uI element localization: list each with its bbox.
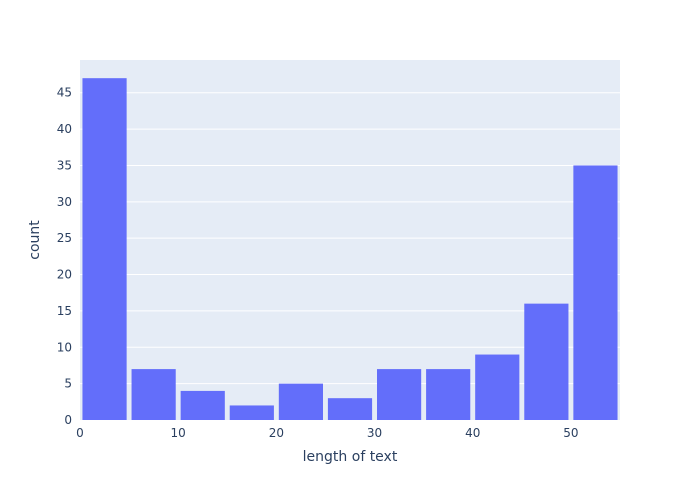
histogram-bar	[131, 369, 176, 420]
histogram-bar	[82, 78, 127, 420]
x-tick-label: 50	[563, 426, 578, 440]
x-axis-title: length of text	[303, 449, 398, 465]
y-tick-label: 40	[57, 122, 72, 136]
x-tick-label: 30	[367, 426, 382, 440]
y-tick-label: 0	[64, 413, 72, 427]
y-tick-label: 10	[57, 340, 72, 354]
histogram-bar	[180, 390, 225, 420]
y-tick-label: 5	[64, 377, 72, 391]
y-tick-label: 45	[57, 86, 72, 100]
histogram-bar	[426, 369, 471, 420]
y-tick-label: 30	[57, 195, 72, 209]
histogram-bar	[278, 383, 323, 420]
x-tick-labels: 0 10 20 30 40 50	[76, 426, 578, 440]
histogram-bar	[377, 369, 422, 420]
y-tick-label: 35	[57, 158, 72, 172]
y-tick-labels: 0 5 10 15 20 25 30 35 40 45	[57, 86, 72, 427]
histogram-bar	[327, 398, 373, 420]
histogram-bar	[229, 405, 274, 420]
histogram-bar	[524, 303, 569, 420]
y-tick-label: 15	[57, 304, 72, 318]
x-tick-label: 40	[465, 426, 480, 440]
histogram-bar	[573, 165, 618, 420]
y-axis-title: count	[27, 220, 43, 260]
x-tick-label: 10	[171, 426, 186, 440]
bars	[82, 78, 618, 420]
x-tick-label: 0	[76, 426, 84, 440]
y-tick-label: 20	[57, 268, 72, 282]
y-tick-label: 25	[57, 231, 72, 245]
histogram-bar	[475, 354, 520, 420]
x-tick-label: 20	[269, 426, 284, 440]
